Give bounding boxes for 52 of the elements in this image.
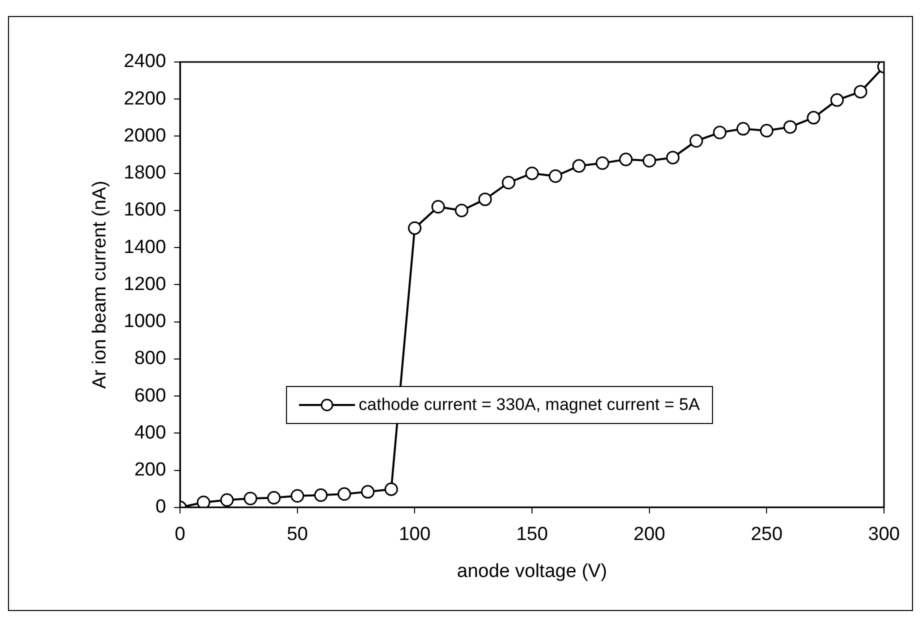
point: [666, 150, 680, 164]
point: [478, 192, 492, 206]
point: [830, 93, 844, 107]
point: [572, 159, 586, 173]
x-tick-label: 100: [398, 524, 431, 546]
point: [220, 493, 234, 507]
point: [619, 152, 633, 166]
y-tick-label: 1200: [124, 274, 166, 295]
y-tick-label: 800: [134, 348, 166, 370]
point: [525, 166, 539, 180]
point: [760, 124, 774, 138]
point: [384, 482, 398, 496]
y-tick-label: 1000: [124, 311, 166, 332]
x-tick-label: 250: [750, 524, 783, 546]
y-tick-label: 0: [155, 496, 166, 518]
point: [314, 488, 328, 502]
y-tick-label: 2400: [124, 51, 166, 72]
point: [783, 120, 797, 134]
y-tick-label: 1600: [124, 200, 166, 221]
x-tick-label: 150: [516, 524, 548, 546]
x-tick-label: 200: [634, 524, 666, 546]
y-tick-label: 400: [134, 422, 166, 444]
y-tick-label: 1800: [124, 162, 166, 184]
point: [244, 492, 258, 506]
point: [854, 84, 868, 98]
point: [196, 496, 210, 508]
point: [713, 126, 726, 140]
point: [596, 156, 610, 170]
point: [736, 122, 750, 136]
y-tick-label: 600: [134, 385, 166, 406]
y-tick-label: 1400: [124, 236, 166, 258]
legend-label: cathode current = 330A, magnet current = 5A: [358, 394, 700, 415]
point: [642, 154, 656, 168]
y-tick-label: 200: [134, 460, 166, 481]
point: [806, 110, 820, 124]
x-tick-label: 300: [868, 524, 900, 546]
point: [690, 134, 704, 148]
point: [502, 176, 516, 190]
x-tick-label: 50: [286, 524, 308, 546]
point: [431, 200, 445, 214]
point: [408, 221, 422, 235]
x-axis-title: anode voltage (V): [457, 560, 608, 582]
point: [454, 204, 468, 218]
point: [267, 491, 281, 504]
point: [361, 485, 375, 499]
y-tick-label: 2200: [124, 88, 166, 110]
point: [338, 487, 352, 501]
point: [548, 169, 562, 183]
y-axis-title: Ar ion beam current (nA): [90, 180, 111, 389]
x-tick-label: 0: [174, 524, 186, 546]
point: [290, 489, 304, 503]
y-tick-label: 2000: [124, 125, 166, 146]
